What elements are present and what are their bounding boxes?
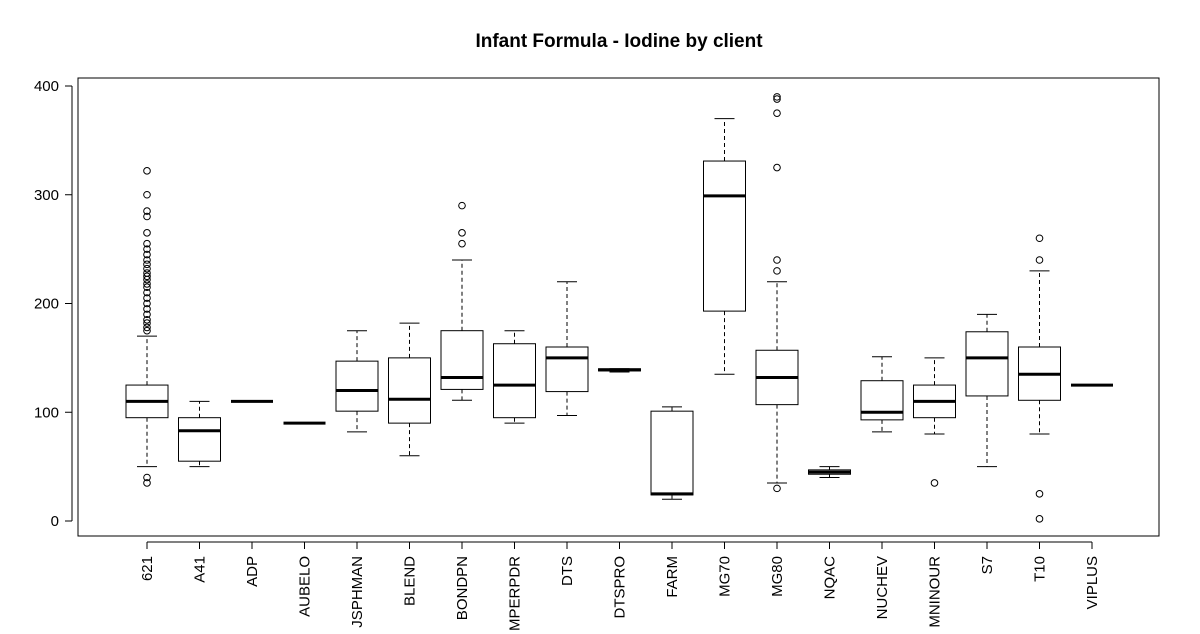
x-axis: 621 A41 ADP AUBELO JSPHMAN BLEND BONDPN MPERPDR…	[139, 541, 1101, 631]
outlier-point	[143, 239, 151, 248]
x-tick-label: AUBELO	[297, 556, 314, 617]
box-MPERPDR	[493, 330, 536, 424]
chart-title: Infant Formula - Iodine by client	[475, 31, 763, 52]
x-tick-label: BLEND	[402, 556, 419, 606]
outlier-point	[143, 212, 151, 221]
y-tick-label: 100	[34, 404, 59, 421]
box-rect	[178, 417, 221, 462]
outlier-point	[1035, 234, 1044, 243]
x-tick-label: S7	[979, 556, 996, 574]
x-tick-label: NQAC	[822, 556, 839, 600]
box-621	[125, 167, 169, 487]
outlier-point	[143, 323, 151, 332]
outlier-point	[143, 229, 151, 237]
outlier-point	[143, 269, 151, 277]
box-rect	[545, 346, 589, 393]
boxes-group	[125, 93, 1113, 523]
outlier-point	[143, 288, 151, 297]
outlier-point	[773, 484, 781, 493]
outlier-point	[773, 267, 781, 275]
outlier-point	[773, 163, 781, 172]
outlier-point	[143, 294, 151, 302]
outlier-point	[773, 109, 781, 117]
box-DTSPRO	[598, 368, 641, 373]
outlier-point	[143, 272, 151, 281]
outlier-point	[1035, 490, 1044, 498]
x-tick-label: T10	[1032, 556, 1049, 582]
outlier-point	[143, 167, 151, 175]
x-tick-label: NUCHEV	[874, 556, 891, 619]
outlier-point	[773, 93, 781, 101]
box-T10	[1018, 234, 1061, 523]
outlier-point	[143, 326, 151, 335]
outlier-point	[143, 250, 151, 259]
outlier-point	[143, 207, 151, 215]
x-tick-label: DTSPRO	[612, 556, 629, 619]
outlier-point	[143, 190, 151, 199]
box-NUCHEV	[860, 356, 904, 433]
outlier-point	[143, 280, 151, 288]
box-A41	[178, 400, 221, 468]
box-S7	[965, 313, 1009, 468]
outlier-point	[458, 201, 466, 210]
x-tick-label: BONDPN	[454, 556, 471, 620]
x-tick-label: 621	[139, 556, 156, 581]
box-MG70	[703, 118, 746, 375]
outlier-point	[143, 256, 151, 264]
outlier-point	[1035, 515, 1044, 523]
box-MG80	[755, 93, 799, 493]
x-tick-label: A41	[192, 556, 209, 583]
outlier-point	[773, 95, 781, 103]
box-rect	[335, 360, 379, 412]
outlier-point	[143, 283, 151, 291]
outlier-point	[143, 260, 151, 269]
x-tick-label: FARM	[664, 556, 681, 598]
x-tick-label: MG80	[769, 556, 786, 597]
outlier-point	[143, 245, 151, 253]
box-rect	[493, 343, 536, 419]
outlier-point	[143, 319, 151, 327]
box-BLEND	[388, 322, 431, 457]
outlier-point	[143, 316, 151, 324]
x-tick-label: MG70	[717, 556, 734, 597]
outlier-point	[143, 305, 151, 313]
box-rect	[703, 160, 746, 312]
outlier-point	[773, 256, 781, 264]
outlier-point	[143, 473, 151, 482]
outlier-point	[143, 479, 151, 487]
box-rect	[440, 330, 484, 390]
x-tick-label: VIPLUS	[1084, 556, 1101, 609]
x-tick-label: DTS	[559, 556, 576, 586]
x-tick-label: JSPHMAN	[349, 556, 366, 628]
y-tick-label: 400	[34, 78, 59, 95]
box-rect	[650, 410, 694, 496]
x-tick-label: MNINOUR	[927, 556, 944, 628]
y-tick-label: 300	[34, 187, 59, 204]
y-tick-label: 200	[34, 296, 59, 313]
x-tick-label: MPERPDR	[507, 556, 524, 631]
outlier-point	[458, 239, 466, 248]
y-axis: 0 100 200 300 400	[34, 78, 73, 530]
outlier-point	[458, 229, 466, 237]
box-JSPHMAN	[335, 330, 379, 433]
box-NQAC	[808, 466, 851, 478]
box-BONDPN	[440, 201, 484, 401]
outlier-point	[930, 479, 939, 487]
box-MNINOUR	[913, 357, 956, 487]
outlier-point	[143, 264, 151, 273]
box-DTS	[545, 281, 589, 417]
y-tick-label: 0	[51, 513, 59, 530]
box-rect	[388, 357, 431, 424]
outlier-point	[143, 310, 151, 319]
plot-frame	[77, 77, 1160, 537]
box-FARM	[650, 406, 694, 500]
outlier-point	[1035, 256, 1044, 264]
box-rect	[860, 380, 904, 421]
x-tick-label: ADP	[244, 556, 261, 587]
outlier-point	[143, 299, 151, 308]
box-rect	[965, 331, 1009, 397]
